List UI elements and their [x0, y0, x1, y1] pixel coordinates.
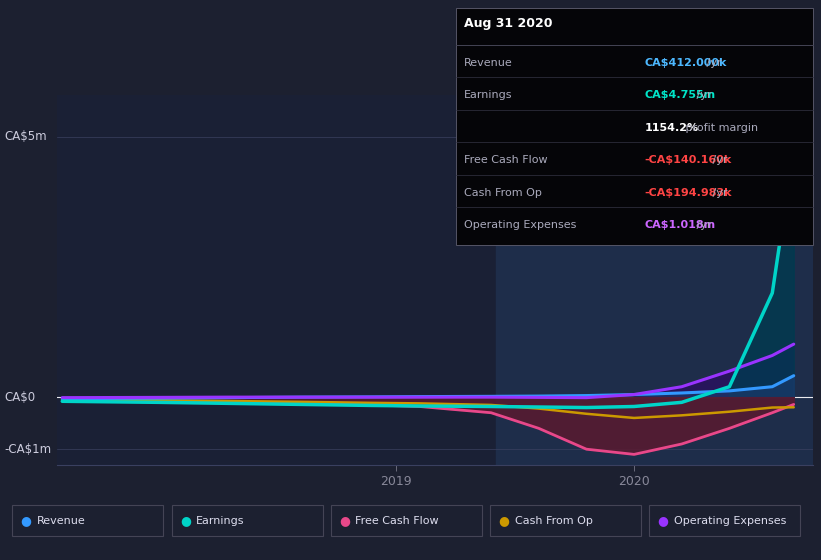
Text: /yr: /yr [709, 188, 727, 198]
Text: CA$0: CA$0 [4, 391, 35, 404]
Text: CA$412.000k: CA$412.000k [644, 58, 727, 68]
Text: Operating Expenses: Operating Expenses [674, 516, 787, 526]
Text: CA$4.755m: CA$4.755m [644, 90, 716, 100]
Bar [496, 95, 813, 465]
Text: Aug 31 2020: Aug 31 2020 [464, 17, 553, 30]
Text: 1154.2%: 1154.2% [644, 123, 699, 133]
Text: Cash From Op: Cash From Op [464, 188, 542, 198]
Text: -CA$1m: -CA$1m [4, 443, 51, 456]
Text: Free Cash Flow: Free Cash Flow [464, 155, 548, 165]
Text: Operating Expenses: Operating Expenses [464, 220, 576, 230]
Text: /yr: /yr [693, 90, 711, 100]
Text: profit margin: profit margin [682, 123, 758, 133]
Text: /yr: /yr [704, 58, 722, 68]
Text: -CA$194.983k: -CA$194.983k [644, 188, 732, 198]
Text: Free Cash Flow: Free Cash Flow [355, 516, 439, 526]
Text: CA$5m: CA$5m [4, 130, 47, 143]
Text: Revenue: Revenue [37, 516, 85, 526]
Text: Revenue: Revenue [464, 58, 512, 68]
Text: ●: ● [180, 514, 190, 528]
Text: /yr: /yr [709, 155, 727, 165]
Text: ●: ● [21, 514, 31, 528]
Text: ●: ● [498, 514, 509, 528]
Text: Cash From Op: Cash From Op [515, 516, 593, 526]
Text: Earnings: Earnings [464, 90, 512, 100]
Text: CA$1.018m: CA$1.018m [644, 220, 716, 230]
Text: ●: ● [658, 514, 668, 528]
Text: /yr: /yr [693, 220, 711, 230]
Text: Earnings: Earnings [196, 516, 245, 526]
Text: -CA$140.160k: -CA$140.160k [644, 155, 732, 165]
Text: ●: ● [339, 514, 350, 528]
